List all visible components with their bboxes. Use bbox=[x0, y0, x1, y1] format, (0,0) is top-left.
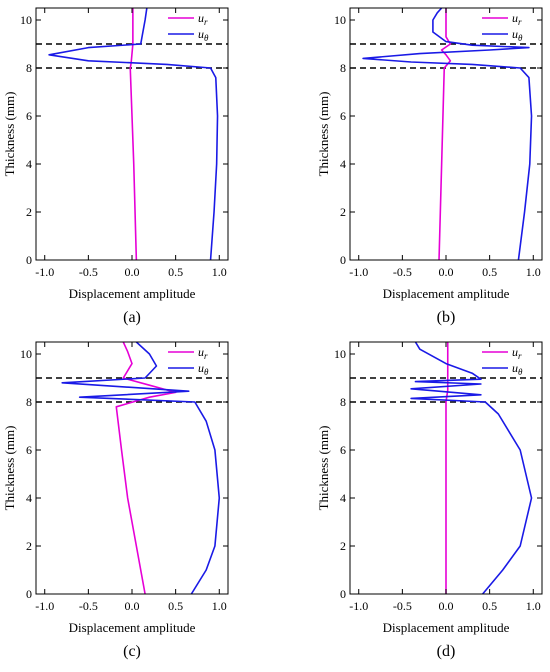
x-axis-title: Displacement amplitude bbox=[383, 286, 510, 301]
y-tick-label: 0 bbox=[340, 253, 346, 267]
y-tick-label: 8 bbox=[26, 61, 32, 75]
x-tick-label: 0.0 bbox=[125, 599, 140, 613]
y-tick-label: 0 bbox=[340, 587, 346, 601]
chart-panel: -1.0 -0.5 0.0 0.5 1.0 0 2 4 6 8 10 Displacement amp… bbox=[316, 7, 543, 326]
x-tick-label: -0.5 bbox=[393, 265, 412, 279]
y-tick-label: 4 bbox=[26, 491, 32, 505]
x-tick-label: 1.0 bbox=[526, 599, 541, 613]
x-axis-title: Displacement amplitude bbox=[383, 620, 510, 635]
x-tick-label: 0.0 bbox=[439, 599, 454, 613]
x-tick-label: -1.0 bbox=[349, 265, 368, 279]
x-tick-label: 0.0 bbox=[125, 265, 140, 279]
x-tick-label: 0.5 bbox=[168, 599, 183, 613]
series-line-u-r bbox=[115, 342, 177, 594]
x-tick-label: 1.0 bbox=[212, 265, 227, 279]
y-tick-label: 6 bbox=[26, 109, 32, 123]
x-tick-label: -0.5 bbox=[79, 599, 98, 613]
y-tick-label: 10 bbox=[20, 13, 32, 27]
y-tick-label: 0 bbox=[26, 253, 32, 267]
x-tick-label: 1.0 bbox=[212, 599, 227, 613]
legend-label: ur bbox=[198, 345, 208, 361]
y-tick-label: 4 bbox=[340, 491, 346, 505]
legend-label: uθ bbox=[198, 361, 209, 377]
legend-label: ur bbox=[512, 345, 522, 361]
y-tick-label: 2 bbox=[26, 539, 32, 553]
y-tick-label: 2 bbox=[340, 539, 346, 553]
panel-label: (a) bbox=[123, 309, 141, 326]
series-line-u-r bbox=[438, 8, 452, 260]
y-tick-label: 10 bbox=[20, 347, 32, 361]
legend-label: uθ bbox=[512, 27, 523, 43]
x-tick-label: -0.5 bbox=[79, 265, 98, 279]
chart-panel: -1.0 -0.5 0.0 0.5 1.0 0 2 4 6 8 10 Displacement amp… bbox=[316, 341, 543, 660]
y-tick-label: 0 bbox=[26, 587, 32, 601]
x-tick-label: 0.5 bbox=[168, 265, 183, 279]
legend-label: ur bbox=[198, 11, 208, 27]
y-tick-label: 8 bbox=[340, 395, 346, 409]
y-axis-title: Thickness (mm) bbox=[316, 426, 331, 511]
y-tick-label: 10 bbox=[334, 13, 346, 27]
x-tick-label: 0.5 bbox=[482, 599, 497, 613]
y-tick-label: 6 bbox=[340, 443, 346, 457]
chart-panel: -1.0 -0.5 0.0 0.5 1.0 0 2 4 6 8 10 Displacement amp… bbox=[2, 7, 229, 326]
plot-frame bbox=[349, 7, 543, 261]
y-tick-label: 2 bbox=[26, 205, 32, 219]
x-tick-label: 0.0 bbox=[439, 265, 454, 279]
y-tick-label: 10 bbox=[334, 347, 346, 361]
y-tick-label: 4 bbox=[340, 157, 346, 171]
y-tick-label: 2 bbox=[340, 205, 346, 219]
x-tick-label: -0.5 bbox=[393, 599, 412, 613]
x-tick-label: -1.0 bbox=[349, 599, 368, 613]
series-line-u-r bbox=[129, 8, 138, 260]
y-tick-label: 4 bbox=[26, 157, 32, 171]
x-tick-label: -1.0 bbox=[35, 265, 54, 279]
x-tick-label: -1.0 bbox=[35, 599, 54, 613]
y-axis-title: Thickness (mm) bbox=[316, 92, 331, 177]
panel-label: (b) bbox=[437, 309, 456, 326]
legend-label: ur bbox=[512, 11, 522, 27]
y-tick-label: 8 bbox=[26, 395, 32, 409]
legend-label: uθ bbox=[512, 361, 523, 377]
series-line-u-theta bbox=[410, 342, 533, 594]
y-tick-label: 8 bbox=[340, 61, 346, 75]
y-axis-title: Thickness (mm) bbox=[2, 92, 17, 177]
series-line-u-theta bbox=[48, 8, 219, 260]
x-tick-label: 0.5 bbox=[482, 265, 497, 279]
y-tick-label: 6 bbox=[340, 109, 346, 123]
series-line-u-theta bbox=[61, 342, 221, 594]
chart-panel: -1.0 -0.5 0.0 0.5 1.0 0 2 4 6 8 10 Displacement amp… bbox=[2, 341, 229, 660]
panel-label: (c) bbox=[123, 643, 141, 660]
y-tick-label: 6 bbox=[26, 443, 32, 457]
y-axis-title: Thickness (mm) bbox=[2, 426, 17, 511]
x-axis-title: Displacement amplitude bbox=[69, 286, 196, 301]
series-line-u-theta bbox=[362, 8, 533, 260]
panel-label: (d) bbox=[437, 643, 456, 660]
x-axis-title: Displacement amplitude bbox=[69, 620, 196, 635]
legend-label: uθ bbox=[198, 27, 209, 43]
x-tick-label: 1.0 bbox=[526, 265, 541, 279]
